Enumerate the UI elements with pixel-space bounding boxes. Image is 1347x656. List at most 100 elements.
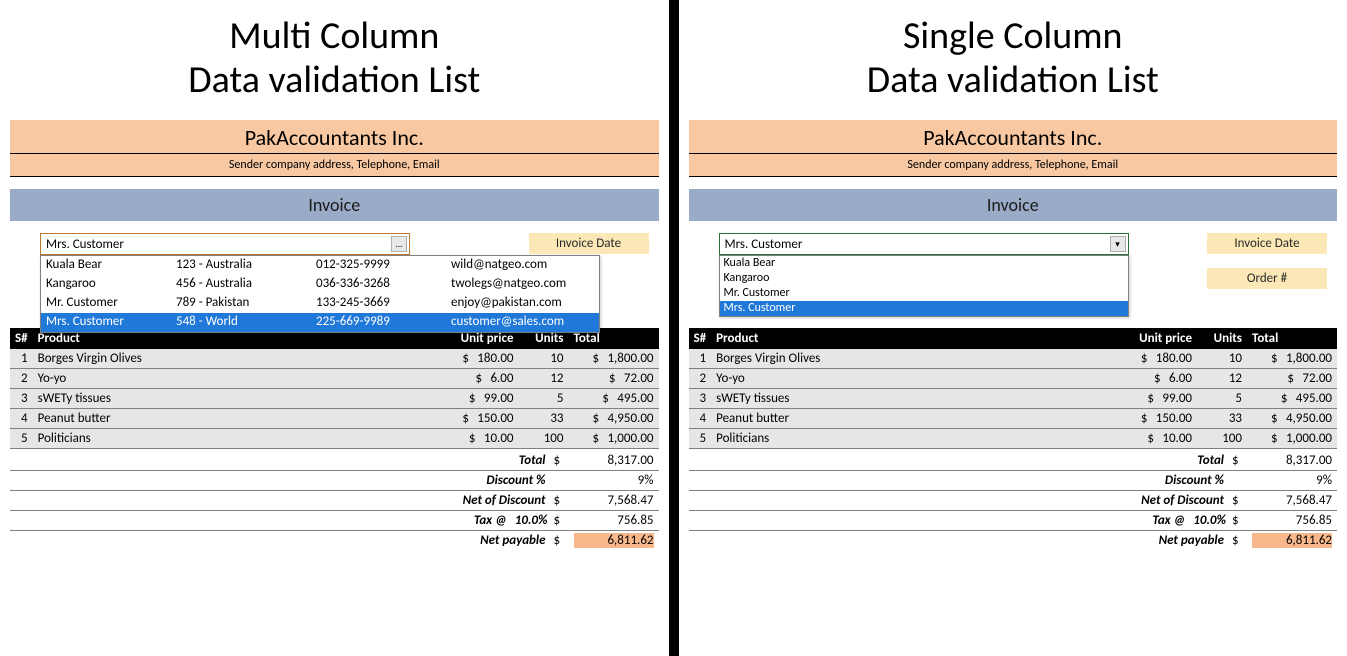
cell-unit-price: $ 180.00 <box>1107 349 1197 369</box>
cell-total: $ 495.00 <box>569 389 659 409</box>
currency: $ <box>1232 513 1252 528</box>
table-row[interactable]: 4Peanut butter$ 150.0033$ 4,950.00 <box>689 409 1338 429</box>
currency: $ <box>1232 453 1252 468</box>
summary-net-payable: Net payable $ 6,811.62 <box>689 531 1338 550</box>
customer-combo-input[interactable]: Mrs. Customer … <box>40 233 410 255</box>
cell-units: 12 <box>1197 369 1247 389</box>
summary: Total $ 8,317.00 Discount % 9% Net of Di… <box>689 451 1338 550</box>
th-unit-price: Unit price <box>1107 328 1197 349</box>
customer-combo-value: Mrs. Customer <box>725 237 803 252</box>
dropdown-option[interactable]: Mr. Customer 789 - Pakistan 133-245-3669… <box>41 294 599 313</box>
table-row[interactable]: 3sWETy tissues$ 99.005$ 495.00 <box>10 389 659 409</box>
currency: $ <box>554 493 574 508</box>
table-row[interactable]: 1Borges Virgin Olives$ 180.0010$ 1,800.0… <box>689 349 1338 369</box>
company-band: PakAccountants Inc. <box>10 120 659 154</box>
dd-addr: 123 - Australia <box>176 257 316 274</box>
dd-phone: 036-336-3268 <box>316 276 451 293</box>
invoice-label: Invoice <box>689 189 1338 221</box>
customer-combo[interactable]: Mrs. Customer ▾ Kuala Bear Kangaroo Mr. … <box>719 233 1129 317</box>
total-value: 8,317.00 <box>1252 453 1332 468</box>
currency: $ <box>554 453 574 468</box>
cell-sn: 2 <box>10 369 33 389</box>
net-disc-value: 7,568.47 <box>1252 493 1332 508</box>
tax-label: Tax @ <box>1053 513 1193 528</box>
cell-product: Borges Virgin Olives <box>711 349 1107 369</box>
tax-rate: 10.0% <box>515 513 554 528</box>
net-disc-label: Net of Discount <box>414 493 554 508</box>
company-sub: Sender company address, Telephone, Email <box>10 154 659 177</box>
dropdown-option[interactable]: Kuala Bear <box>720 256 1128 271</box>
customer-combo[interactable]: Mrs. Customer … Kuala Bear 123 - Austral… <box>40 233 410 333</box>
cell-product: Politicians <box>33 429 429 449</box>
cell-unit-price: $ 150.00 <box>1107 409 1197 429</box>
currency: $ <box>554 513 574 528</box>
dd-name: Kuala Bear <box>724 256 776 271</box>
table-row[interactable]: 2Yo-yo$ 6.0012$ 72.00 <box>689 369 1338 389</box>
table-row[interactable]: 5Politicians$ 10.00100$ 1,000.00 <box>689 429 1338 449</box>
total-label: Total <box>1092 453 1232 468</box>
summary-net-discount: Net of Discount $ 7,568.47 <box>10 491 659 511</box>
cell-product: Yo-yo <box>33 369 429 389</box>
invoice-label: Invoice <box>10 189 659 221</box>
combo-dropdown-button[interactable]: ▾ <box>1110 236 1126 252</box>
meta-labels: Invoice Date Order # <box>1207 233 1327 303</box>
total-label: Total <box>414 453 554 468</box>
company-sub: Sender company address, Telephone, Email <box>689 154 1338 177</box>
summary-net-payable: Net payable $ 6,811.62 <box>10 531 659 550</box>
customer-row: Mrs. Customer … Kuala Bear 123 - Austral… <box>10 233 659 328</box>
customer-dropdown[interactable]: Kuala Bear Kangaroo Mr. Customer Mrs. Cu… <box>719 255 1129 317</box>
cell-unit-price: $ 10.00 <box>1107 429 1197 449</box>
dropdown-option[interactable]: Kangaroo <box>720 271 1128 286</box>
cell-total: $ 495.00 <box>1247 389 1337 409</box>
customer-combo-input[interactable]: Mrs. Customer ▾ <box>719 233 1129 255</box>
dropdown-option[interactable]: Mr. Customer <box>720 286 1128 301</box>
table-row[interactable]: 5Politicians$ 10.00100$ 1,000.00 <box>10 429 659 449</box>
tax-value: 756.85 <box>574 513 654 528</box>
tax-value: 756.85 <box>1252 513 1332 528</box>
dropdown-option-selected[interactable]: Mrs. Customer <box>720 301 1128 316</box>
cell-sn: 4 <box>10 409 33 429</box>
dd-email: enjoy@pakistan.com <box>451 295 594 312</box>
cell-units: 10 <box>1197 349 1247 369</box>
divider <box>669 0 679 656</box>
meta-labels: Invoice Date <box>529 233 649 268</box>
currency: $ <box>554 533 574 548</box>
cell-product: Peanut butter <box>33 409 429 429</box>
cell-sn: 4 <box>689 409 712 429</box>
dropdown-option[interactable]: Kuala Bear 123 - Australia 012-325-9999 … <box>41 256 599 275</box>
cell-total: $ 1,800.00 <box>1247 349 1337 369</box>
tax-label: Tax @ <box>375 513 515 528</box>
table-row[interactable]: 3sWETy tissues$ 99.005$ 495.00 <box>689 389 1338 409</box>
invoice-table: S# Product Unit price Units Total 1Borge… <box>10 328 659 449</box>
discount-value: 9% <box>1252 473 1332 488</box>
dd-addr: 456 - Australia <box>176 276 316 293</box>
customer-dropdown[interactable]: Kuala Bear 123 - Australia 012-325-9999 … <box>40 255 600 333</box>
comparison-container: Multi Column Data validation List PakAcc… <box>0 0 1347 656</box>
summary-total: Total $ 8,317.00 <box>689 451 1338 471</box>
summary-total: Total $ 8,317.00 <box>10 451 659 471</box>
cell-unit-price: $ 150.00 <box>429 409 519 429</box>
dropdown-option-selected[interactable]: Mrs. Customer 548 - World 225-669-9989 c… <box>41 313 599 332</box>
dd-name: Mr. Customer <box>724 286 790 301</box>
dd-name: Mr. Customer <box>46 295 176 312</box>
dd-phone: 133-245-3669 <box>316 295 451 312</box>
cell-units: 100 <box>1197 429 1247 449</box>
cell-total: $ 4,950.00 <box>1247 409 1337 429</box>
net-pay-label: Net payable <box>414 533 554 548</box>
table-row[interactable]: 4Peanut butter$ 150.0033$ 4,950.00 <box>10 409 659 429</box>
table-row[interactable]: 2Yo-yo$ 6.0012$ 72.00 <box>10 369 659 389</box>
cell-sn: 3 <box>689 389 712 409</box>
dd-name: Mrs. Customer <box>724 301 796 316</box>
cell-total: $ 1,000.00 <box>1247 429 1337 449</box>
cell-total: $ 1,000.00 <box>569 429 659 449</box>
cell-units: 12 <box>519 369 569 389</box>
customer-combo-value: Mrs. Customer <box>46 237 124 252</box>
dd-name: Mrs. Customer <box>46 314 176 331</box>
dd-email: twolegs@natgeo.com <box>451 276 594 293</box>
combo-dropdown-button[interactable]: … <box>391 236 407 252</box>
dropdown-option[interactable]: Kangaroo 456 - Australia 036-336-3268 tw… <box>41 275 599 294</box>
cell-units: 10 <box>519 349 569 369</box>
th-sn: S# <box>10 328 33 349</box>
cell-unit-price: $ 180.00 <box>429 349 519 369</box>
table-row[interactable]: 1Borges Virgin Olives$ 180.0010$ 1,800.0… <box>10 349 659 369</box>
